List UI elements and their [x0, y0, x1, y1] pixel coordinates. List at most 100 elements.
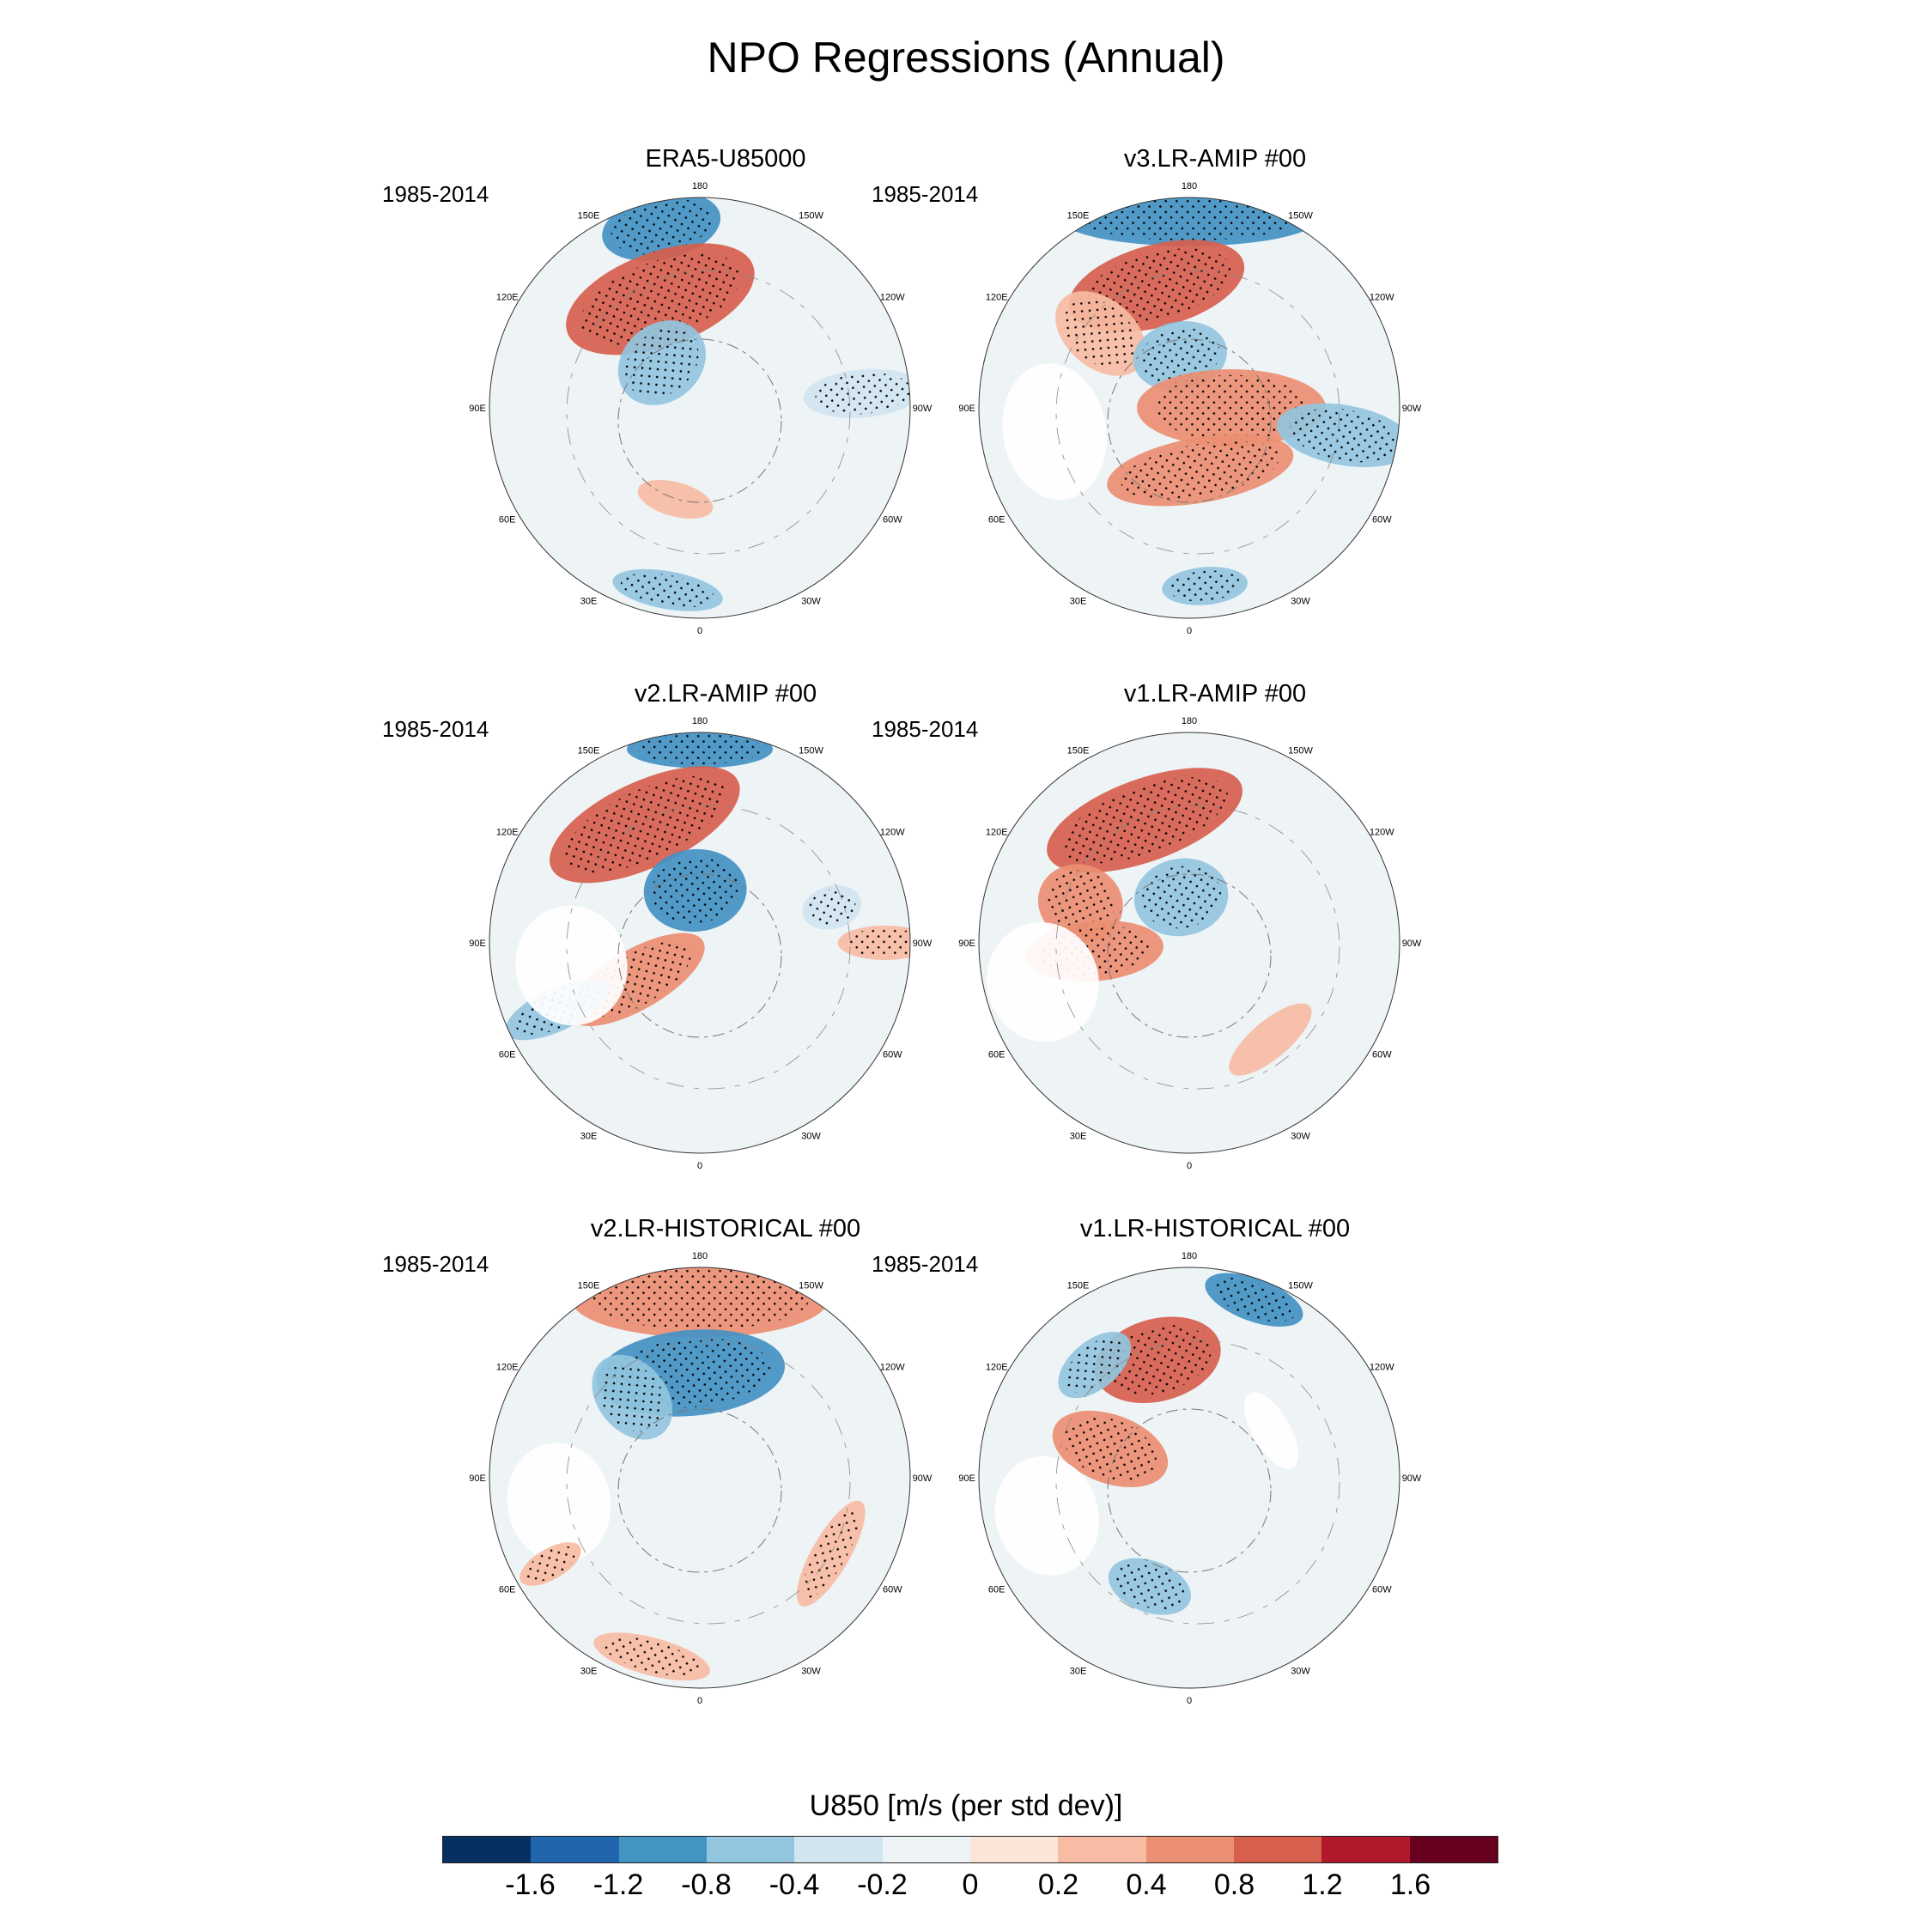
longitude-label: 150W: [799, 746, 823, 756]
significance-stipple: [625, 327, 699, 398]
colorbar-box: [706, 1837, 795, 1862]
anomaly-region: [507, 1443, 611, 1563]
colorbar-box: [531, 1837, 619, 1862]
longitude-label: 120W: [1370, 293, 1394, 303]
polar-map: 180 150E 120E 90E 60E 30E 0 30W 60W 90W 120W 150W: [958, 1251, 1422, 1706]
longitude-label: 90E: [469, 404, 486, 414]
longitude-label: 150E: [1067, 1281, 1090, 1291]
longitude-label: 180: [692, 181, 708, 191]
colorbar-labels: -1.6 -1.2 -0.8 -0.4 -0.2 0 0.2 0.4 0.8 1.2 1.6: [442, 1868, 1498, 1903]
longitude-label: 90W: [1402, 1473, 1422, 1484]
longitude-label: 120E: [986, 293, 1008, 303]
map-border: [489, 197, 911, 619]
longitude-label: 150W: [1288, 211, 1313, 222]
panel-title: v1.LR-HISTORICAL #00: [1079, 1215, 1351, 1242]
colorbar-label: 0: [962, 1868, 979, 1901]
significance-stipple: [1121, 440, 1279, 500]
longitude-label: 30E: [1070, 596, 1087, 606]
colorbar-label: -0.4: [769, 1868, 820, 1901]
longitude-label: 120E: [496, 1363, 519, 1373]
coastline: [1055, 805, 1340, 1090]
colorbar-box: [1409, 1837, 1498, 1862]
longitude-label: 90E: [469, 1473, 486, 1484]
map-panel: 180 150E 120E 90E 60E 30E 0 30W 60W 90W 120W 150W v…: [382, 680, 966, 1209]
colorbar-box: [1145, 1837, 1234, 1862]
map-border: [978, 197, 1400, 619]
longitude-label: 60W: [883, 515, 902, 526]
coastline: [617, 1408, 782, 1573]
panel-period: 1985-2014: [872, 1251, 979, 1277]
map-panel: 180 150E 120E 90E 60E 30E 0 30W 60W 90W 120W 150W v…: [872, 680, 1455, 1209]
longitude-label: 30E: [580, 1131, 598, 1141]
longitude-label: 0: [1187, 1161, 1192, 1171]
longitude-label: 30E: [1070, 1666, 1087, 1676]
colorbar-box: [443, 1837, 532, 1862]
longitude-label: 150E: [578, 1281, 600, 1291]
colorbar-label: 0.8: [1213, 1868, 1255, 1901]
longitude-label: 120E: [986, 828, 1008, 838]
longitude-label: 180: [1182, 1251, 1197, 1261]
significance-stipple: [1079, 197, 1299, 241]
longitude-label: 60W: [883, 1585, 902, 1595]
significance-stipple: [1064, 1417, 1157, 1481]
colorbar-box: [1233, 1837, 1322, 1862]
significance-stipple: [1168, 570, 1242, 602]
polar-map: 180 150E 120E 90E 60E 30E 0 30W 60W 90W 120W 150W: [469, 181, 933, 636]
longitude-label: 90W: [1402, 939, 1422, 949]
longitude-label: 150W: [799, 211, 823, 222]
coastline: [566, 805, 851, 1090]
longitude-label: 90W: [913, 404, 933, 414]
longitude-label: 60E: [499, 1050, 516, 1060]
significance-stipple: [847, 928, 910, 957]
map-border: [978, 732, 1400, 1154]
significance-stipple: [526, 1546, 575, 1583]
significance-stipple: [1064, 1337, 1126, 1393]
longitude-label: 30W: [801, 1131, 821, 1141]
figure-title: NPO Regressions (Annual): [707, 33, 1225, 82]
longitude-label: 60W: [1372, 1585, 1392, 1595]
longitude-label: 0: [1187, 1696, 1192, 1706]
panel-title: v2.LR-AMIP #00: [634, 680, 817, 708]
significance-stipple: [1212, 1278, 1296, 1322]
longitude-label: 90E: [958, 1473, 975, 1484]
map-border: [489, 732, 911, 1154]
longitude-label: 0: [697, 1696, 702, 1706]
colorbar-title: U850 [m/s (per std dev)]: [809, 1789, 1123, 1822]
significance-stipple: [1115, 1563, 1185, 1610]
significance-stipple: [563, 776, 726, 873]
anomaly-region: [515, 905, 628, 1026]
longitude-label: 60E: [499, 515, 516, 526]
longitude-label: 120W: [880, 293, 905, 303]
anomaly-region: [1244, 1392, 1298, 1469]
coastline: [1107, 1408, 1272, 1573]
panel-period: 1985-2014: [382, 716, 489, 742]
longitude-label: 180: [692, 716, 708, 726]
coastline: [1107, 873, 1272, 1038]
panel-title: v1.LR-AMIP #00: [1123, 680, 1307, 708]
longitude-label: 60W: [1372, 1050, 1392, 1060]
significance-stipple: [1156, 374, 1307, 441]
longitude-label: 90E: [958, 939, 975, 949]
longitude-label: 180: [1182, 181, 1197, 191]
longitude-label: 150E: [578, 746, 600, 756]
significance-stipple: [1139, 328, 1220, 385]
anomaly-region: [1002, 363, 1107, 501]
significance-stipple: [1064, 299, 1138, 368]
significance-stipple: [1141, 866, 1222, 929]
longitude-label: 60W: [1372, 515, 1392, 526]
longitude-label: 120W: [1370, 828, 1394, 838]
polar-map: 180 150E 120E 90E 60E 30E 0 30W 60W 90W 120W 150W: [469, 1251, 933, 1706]
colorbar-label: 0.2: [1037, 1868, 1079, 1901]
longitude-label: 120E: [496, 293, 519, 303]
significance-stipple: [815, 373, 910, 415]
longitude-label: 150W: [1288, 1281, 1313, 1291]
colorbar-box: [794, 1837, 883, 1862]
longitude-label: 120W: [880, 828, 905, 838]
longitude-label: 30E: [1070, 1131, 1087, 1141]
significance-stipple: [602, 1637, 702, 1677]
longitude-label: 150W: [1288, 746, 1313, 756]
colorbar-label: -0.8: [681, 1868, 732, 1901]
colorbar: [442, 1836, 1498, 1863]
significance-stipple: [802, 1508, 860, 1599]
coastline: [566, 1340, 851, 1625]
